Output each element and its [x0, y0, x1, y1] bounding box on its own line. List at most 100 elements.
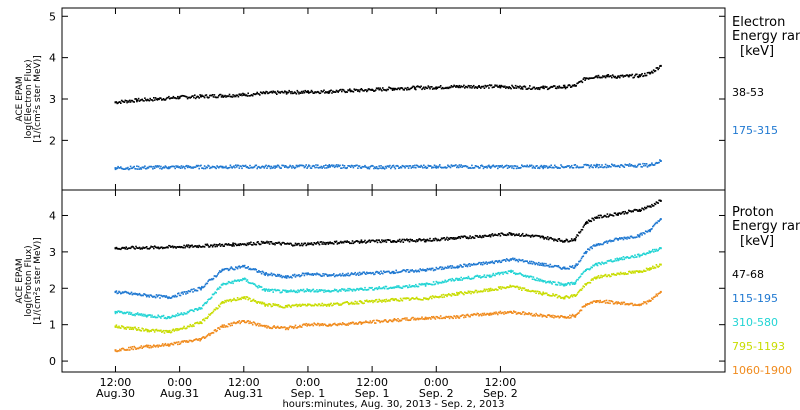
proton-point	[568, 268, 570, 270]
proton-point	[560, 267, 562, 270]
proton-point	[315, 303, 317, 306]
electron-point	[120, 166, 122, 168]
proton-point	[480, 262, 483, 264]
proton-point	[259, 285, 262, 288]
electron-point	[231, 167, 233, 169]
proton-point	[276, 325, 279, 328]
proton-point	[565, 295, 568, 297]
electron-point	[242, 92, 244, 95]
proton-point	[161, 246, 163, 248]
proton-point	[182, 293, 184, 295]
proton-point	[134, 314, 136, 317]
proton-point	[315, 290, 317, 293]
proton-point	[203, 246, 206, 248]
proton-point	[279, 275, 282, 278]
proton-point	[350, 301, 353, 304]
proton-point	[351, 321, 354, 324]
proton-point	[641, 234, 643, 236]
proton-point	[515, 272, 518, 275]
electron-point	[287, 166, 290, 169]
electron-point	[464, 85, 467, 88]
proton-point	[139, 329, 142, 332]
electron-point	[497, 165, 500, 167]
proton-point	[273, 242, 275, 245]
proton-point	[293, 244, 296, 247]
proton-point	[492, 313, 495, 315]
proton-point	[441, 280, 444, 283]
proton-point	[372, 239, 374, 242]
proton-point	[163, 344, 166, 346]
proton-point	[175, 328, 177, 330]
electron-point	[351, 165, 354, 167]
proton-point	[438, 239, 440, 242]
proton-point	[189, 339, 192, 342]
proton-point	[622, 301, 625, 304]
proton-point	[644, 270, 646, 272]
electron-point	[432, 87, 435, 90]
proton-point	[374, 273, 376, 275]
proton-point	[173, 330, 176, 332]
proton-point	[270, 241, 273, 243]
electron-point	[470, 167, 472, 169]
proton-point	[241, 320, 243, 322]
proton-point	[502, 259, 504, 262]
electron-point	[411, 166, 413, 168]
electron-point	[340, 167, 342, 169]
proton-point	[121, 347, 124, 350]
proton-point	[127, 247, 129, 250]
proton-point	[178, 313, 181, 316]
proton-point	[448, 238, 451, 240]
proton-point	[349, 288, 352, 291]
electron-point	[300, 92, 302, 94]
proton-point	[464, 277, 466, 280]
proton-point	[562, 284, 565, 287]
proton-point	[628, 257, 631, 259]
proton-point	[637, 210, 640, 212]
proton-point	[572, 314, 575, 317]
electron-point	[499, 165, 502, 167]
electron-point	[448, 86, 451, 88]
proton-point	[515, 285, 518, 288]
proton-point	[401, 299, 404, 302]
proton-point	[245, 280, 248, 282]
proton-point	[497, 289, 499, 291]
proton-point	[578, 310, 581, 312]
proton-point	[273, 273, 275, 276]
proton-point	[627, 303, 629, 305]
proton-point	[146, 345, 149, 348]
proton-point	[606, 242, 609, 244]
proton-point	[536, 262, 538, 265]
proton-point	[477, 275, 479, 277]
proton-point	[590, 301, 593, 304]
proton-point	[464, 292, 467, 294]
proton-point	[225, 283, 227, 286]
proton-point	[184, 291, 186, 293]
proton-point	[651, 250, 653, 253]
proton-point	[121, 325, 124, 328]
proton-point	[166, 317, 168, 320]
electron-point	[194, 166, 197, 168]
proton-point	[145, 316, 148, 318]
proton-point	[583, 252, 585, 255]
proton-point	[178, 343, 181, 345]
proton-point	[277, 241, 280, 244]
proton-point	[606, 260, 609, 262]
electron-ytick-label: 5	[49, 10, 56, 23]
electron-point	[452, 164, 454, 167]
electron-point	[136, 165, 138, 167]
proton-point	[613, 238, 616, 241]
electron-point	[194, 94, 196, 96]
proton-point	[636, 253, 639, 256]
proton-point	[466, 313, 469, 316]
proton-point	[366, 289, 368, 291]
proton-point	[370, 239, 372, 242]
electron-series-175-315	[114, 159, 662, 171]
proton-point	[390, 272, 392, 275]
electron-point	[562, 84, 565, 87]
electron-point	[225, 165, 227, 168]
proton-point	[538, 291, 541, 293]
proton-point	[367, 288, 370, 291]
proton-point	[456, 265, 459, 268]
proton-point	[496, 312, 498, 315]
proton-point	[470, 237, 472, 240]
